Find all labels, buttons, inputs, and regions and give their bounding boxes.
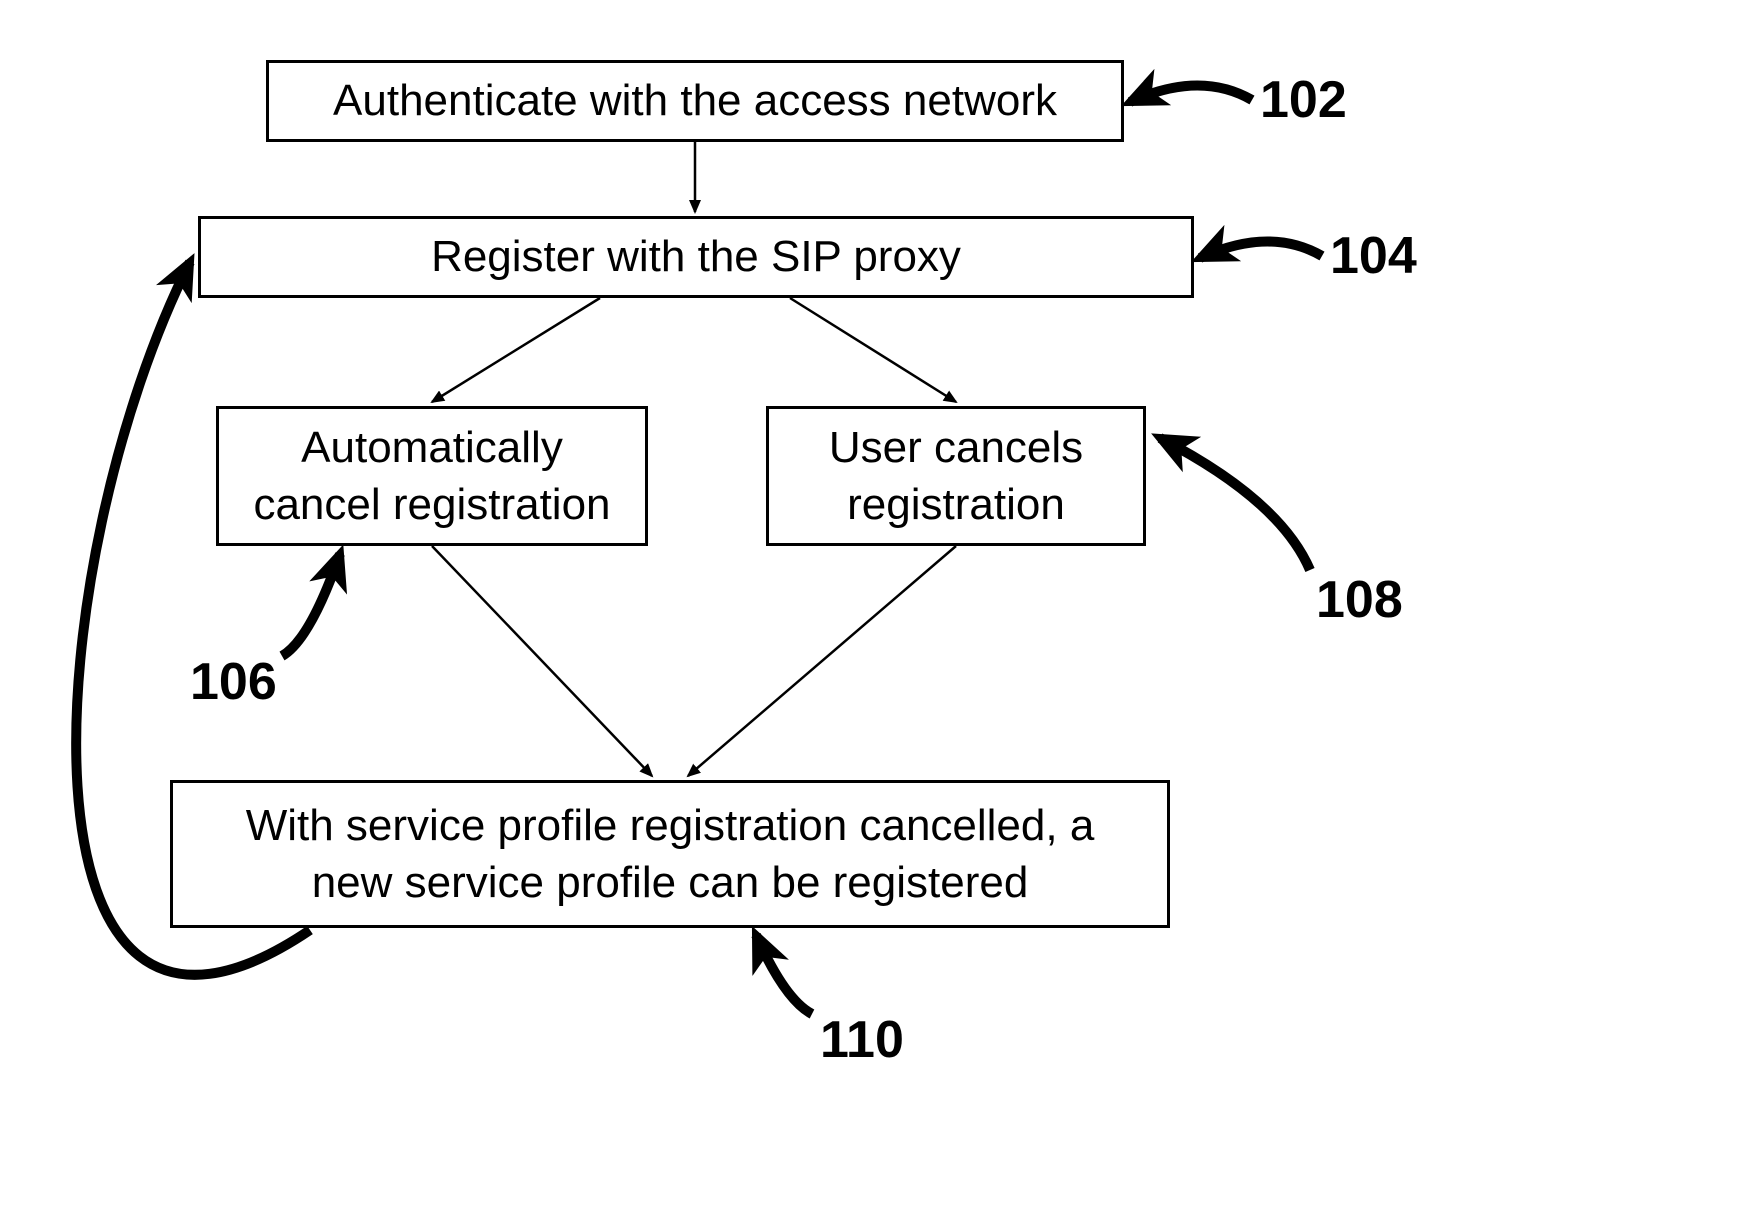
ref-label-102: 102 [1260,70,1347,130]
flowchart-node-register: Register with the SIP proxy [198,216,1194,298]
ref-label-106: 106 [190,652,277,712]
flow-arrow [432,298,600,402]
flow-arrow [688,546,956,776]
ref-pointer-arrow [1130,85,1252,102]
ref-label-104: 104 [1330,226,1417,286]
node-text: Authenticate with the access network [333,72,1057,129]
node-text: Automaticallycancel registration [253,419,610,533]
ref-pointer-arrow [756,935,812,1014]
node-text: User cancelsregistration [829,419,1083,533]
ref-pointer-arrow [1160,438,1310,570]
node-text: Register with the SIP proxy [431,228,961,285]
flow-arrow [432,546,652,776]
ref-pointer-arrow [282,554,340,656]
node-text: With service profile registration cancel… [246,797,1095,911]
flowchart-node-authenticate: Authenticate with the access network [266,60,1124,142]
ref-label-110: 110 [820,1010,904,1070]
flowchart-node-new-profile: With service profile registration cancel… [170,780,1170,928]
ref-pointer-arrow [1200,241,1322,258]
ref-label-108: 108 [1316,570,1403,630]
flow-arrow [790,298,956,402]
flowchart-node-auto-cancel: Automaticallycancel registration [216,406,648,546]
flowchart-node-user-cancels: User cancelsregistration [766,406,1146,546]
